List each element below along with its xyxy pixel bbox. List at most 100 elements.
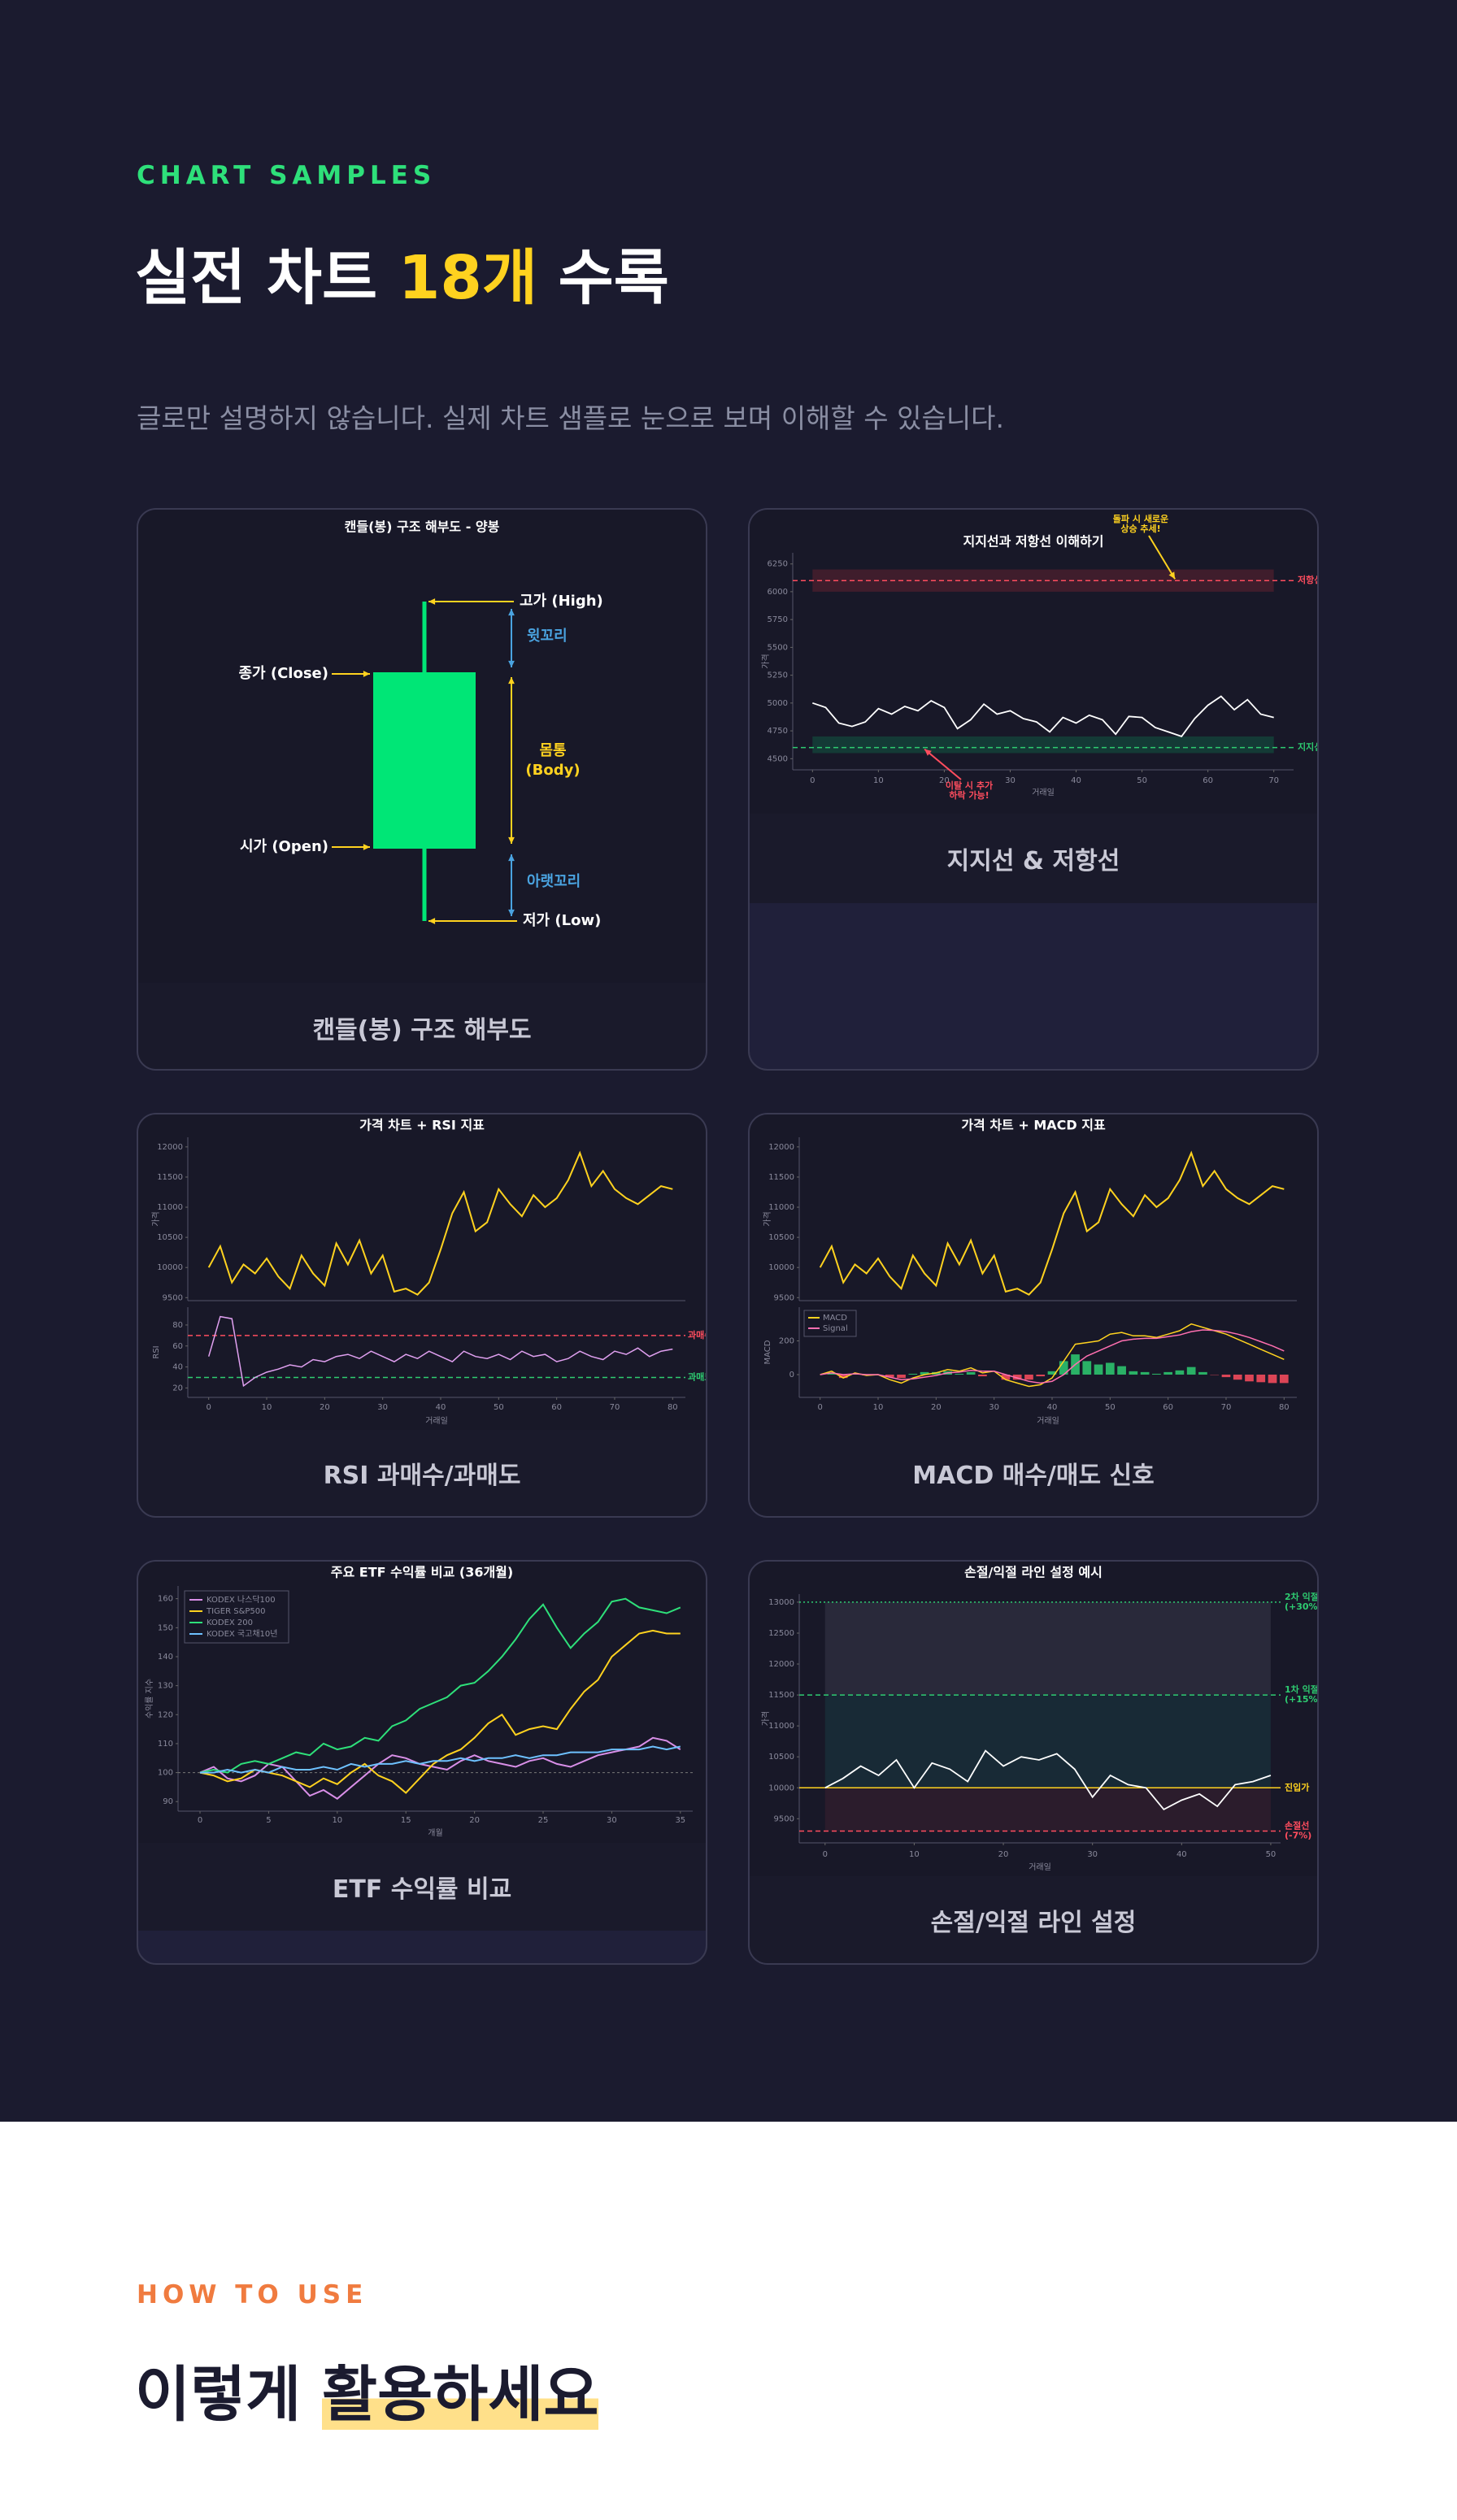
y-tick-label: 110	[158, 1740, 173, 1749]
card-caption: 지지선 & 저항선	[750, 814, 1317, 903]
arrow-head	[428, 918, 436, 924]
histogram-bar	[1001, 1374, 1011, 1380]
chart-title: 지지선과 저항선 이해하기	[963, 534, 1103, 550]
y-tick-label: 150	[158, 1623, 173, 1632]
x-tick-label: 80	[1279, 1403, 1290, 1412]
arrow-head	[363, 671, 370, 677]
card-caption: MACD 매수/매도 신호	[750, 1430, 1317, 1516]
y-tick-label: 20	[172, 1384, 183, 1393]
histogram-bar	[1094, 1364, 1103, 1375]
candle-body	[373, 672, 476, 849]
histogram-bar	[1082, 1361, 1092, 1375]
histogram-bar	[1117, 1366, 1126, 1375]
histogram-bar	[1175, 1370, 1185, 1375]
arrow	[924, 748, 962, 780]
chart-title: 가격 차트 + RSI 지표	[359, 1118, 485, 1133]
zone	[824, 1601, 1271, 1696]
y-axis-label: 가격	[762, 1211, 772, 1226]
x-tick-label: 0	[817, 1403, 822, 1412]
y-tick-label: 9500	[774, 1293, 794, 1302]
x-tick-label: 25	[538, 1816, 549, 1825]
heading-highlight: 활용하세요	[322, 2360, 599, 2430]
y-tick-label: 11500	[768, 1691, 794, 1700]
arrow-head	[508, 909, 515, 916]
y-axis-label: 수익률 지수	[145, 1679, 154, 1718]
annotation: 상승 추세!	[1120, 523, 1160, 534]
y-tick-label: 10000	[768, 1263, 794, 1272]
legend-label: KODEX 국고채10년	[207, 1629, 277, 1639]
x-tick-label: 40	[1176, 1850, 1187, 1859]
y-tick-label: 6000	[768, 588, 788, 597]
annotation: 이탈 시 추가	[946, 780, 993, 791]
chart-title: 캔들(봉) 구조 해부도 - 양봉	[345, 519, 500, 535]
y-tick-label: 160	[158, 1595, 173, 1604]
y-tick-label: 5250	[768, 671, 788, 680]
heading: 실전 차트 18개 수록	[135, 229, 669, 316]
y-tick-label: 120	[158, 1710, 173, 1719]
x-tick-label: 20	[931, 1403, 942, 1412]
data-line	[820, 1323, 1285, 1388]
level-label: (+15%)	[1285, 1694, 1317, 1705]
histogram-bar	[827, 1372, 837, 1375]
arrow-head	[508, 677, 515, 684]
chart: 주요 ETF 수익률 비교 (36개월)90100110120130140150…	[138, 1562, 706, 1843]
x-tick-label: 50	[1266, 1850, 1277, 1859]
x-tick-label: 80	[668, 1403, 678, 1412]
x-tick-label: 60	[1203, 776, 1213, 785]
data-line	[819, 1150, 1285, 1296]
x-tick-label: 30	[1087, 1850, 1098, 1859]
histogram-bar	[920, 1371, 929, 1375]
data-line	[812, 695, 1274, 737]
y-tick-label: 11000	[157, 1203, 183, 1212]
data-line	[199, 1736, 681, 1800]
level-label: 2차 익절	[1285, 1591, 1317, 1602]
heading-text: 이렇게	[135, 2360, 323, 2430]
y-tick-label: 10500	[768, 1753, 794, 1762]
y-tick-label: 10500	[768, 1233, 794, 1242]
y-tick-label: 5500	[768, 643, 788, 652]
x-tick-label: 20	[939, 776, 950, 785]
y-axis-label: MACD	[763, 1340, 772, 1364]
data-line	[200, 1745, 681, 1774]
chart-title: 가격 차트 + MACD 지표	[961, 1118, 1106, 1133]
y-tick-label: 140	[158, 1653, 173, 1662]
histogram-bar	[1024, 1374, 1033, 1380]
y-tick-label: 11500	[768, 1173, 794, 1182]
arrow-head	[508, 836, 515, 844]
histogram-bar	[1047, 1371, 1057, 1375]
level-label: (+30%)	[1285, 1601, 1317, 1612]
annotation: 몸통	[539, 742, 566, 759]
y-tick-label: 200	[779, 1336, 794, 1345]
histogram-bar	[1036, 1374, 1046, 1377]
y-tick-label: 12500	[768, 1629, 794, 1638]
data-line	[199, 1597, 681, 1774]
subtitle: 글로만 설명하지 않습니다. 실제 차트 샘플로 눈으로 보며 이해할 수 있습…	[137, 402, 1005, 434]
y-tick-label: 100	[158, 1769, 173, 1778]
histogram-bar	[885, 1374, 894, 1378]
x-tick-label: 0	[810, 776, 815, 785]
y-tick-label: 40	[172, 1363, 183, 1372]
level-label: 저항선	[1298, 574, 1317, 585]
x-tick-label: 10	[909, 1850, 920, 1859]
legend-label: Signal	[823, 1324, 848, 1333]
x-tick-label: 35	[675, 1816, 685, 1825]
y-tick-label: 9500	[163, 1293, 183, 1302]
histogram-bar	[897, 1374, 906, 1379]
histogram-bar	[1105, 1362, 1115, 1375]
x-tick-label: 10	[873, 776, 884, 785]
arrow	[1148, 535, 1176, 580]
y-tick-label: 11000	[768, 1203, 794, 1212]
legend-label: KODEX 나스닥100	[207, 1595, 276, 1605]
x-tick-label: 0	[823, 1850, 828, 1859]
y-tick-label: 10000	[768, 1784, 794, 1792]
y-tick-label: 12000	[157, 1143, 183, 1152]
y-axis-label: RSI	[152, 1345, 161, 1358]
x-tick-label: 10	[873, 1403, 884, 1412]
heading: 이렇게 활용하세요	[135, 2346, 599, 2433]
y-tick-label: 60	[172, 1342, 183, 1351]
data-line	[207, 1315, 673, 1388]
eyebrow: HOW TO USE	[137, 2280, 368, 2309]
histogram-bar	[978, 1374, 987, 1377]
x-tick-label: 40	[1047, 1403, 1058, 1412]
